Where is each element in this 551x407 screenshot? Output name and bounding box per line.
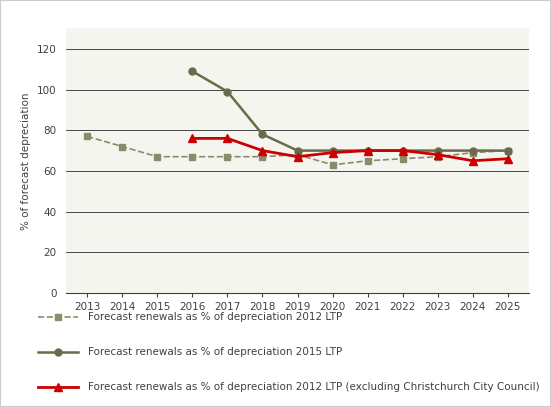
Text: Forecast renewals as % of depreciation 2012 LTP: Forecast renewals as % of depreciation 2… xyxy=(88,312,343,322)
Text: Forecast renewals as % of depreciation 2015 LTP: Forecast renewals as % of depreciation 2… xyxy=(88,347,343,357)
Y-axis label: % of forecast depreciation: % of forecast depreciation xyxy=(21,92,31,230)
Text: Forecast renewals as % of depreciation 2012 LTP (excluding Christchurch City Cou: Forecast renewals as % of depreciation 2… xyxy=(88,382,540,392)
